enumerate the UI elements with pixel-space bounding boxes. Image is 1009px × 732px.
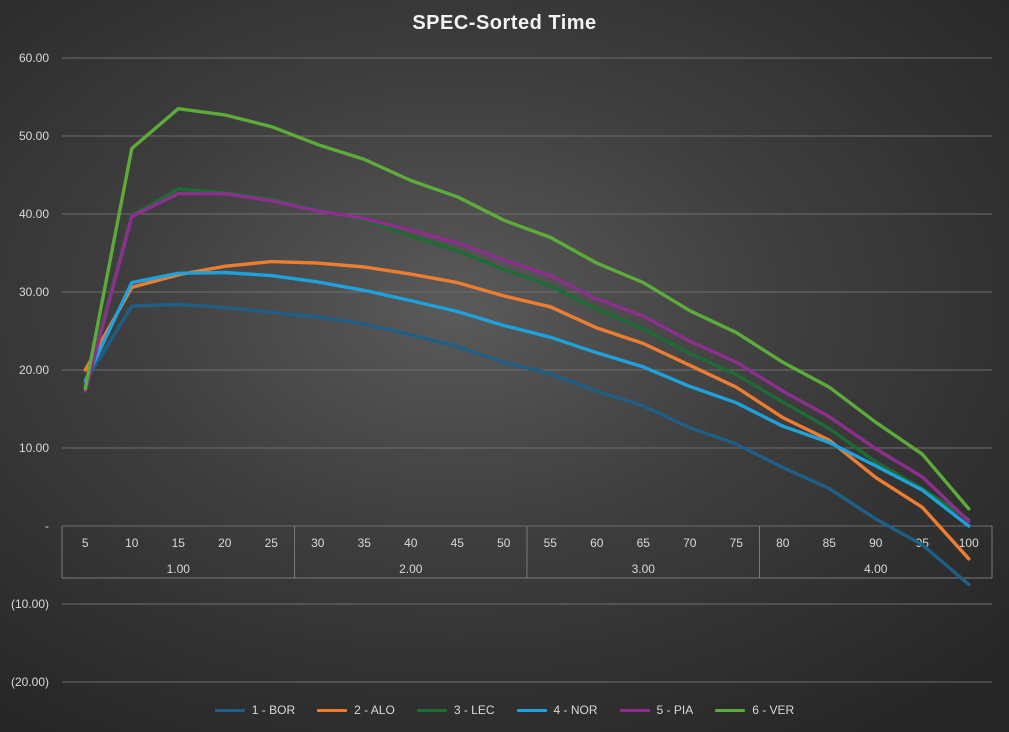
series-line [83, 187, 971, 522]
legend-swatch [516, 708, 547, 712]
legend-label: 2 - ALO [354, 703, 395, 717]
x-tick-label: 60 [590, 536, 604, 550]
legend-swatch [619, 708, 650, 712]
legend-label: 1 - BOR [251, 703, 296, 717]
series-line [83, 191, 971, 523]
x-tick-label: 5 [82, 536, 89, 550]
y-tick-label: 50.00 [19, 129, 49, 143]
x-tick-label: 55 [544, 536, 558, 550]
x-tick-label: 75 [730, 536, 744, 550]
series-line [83, 270, 971, 528]
legend-label: 3 - LEC [453, 703, 495, 717]
x-tick-label: 45 [451, 536, 465, 550]
x-group-label: 3.00 [632, 562, 656, 576]
series-line [83, 259, 971, 561]
x-group-label: 4.00 [864, 562, 888, 576]
x-tick-label: 80 [776, 536, 790, 550]
y-tick-label: 40.00 [19, 207, 49, 221]
x-tick-label: 65 [637, 536, 651, 550]
legend-item: 3 - LEC [416, 703, 495, 717]
legend-item: 6 - VER [715, 703, 794, 717]
y-tick-label: 10.00 [19, 441, 49, 455]
y-tick-label: 20.00 [19, 363, 49, 377]
legend-item: 1 - BOR [214, 703, 296, 717]
series-line [83, 302, 971, 587]
legend-item: 4 - NOR [516, 703, 598, 717]
legend-label: 4 - NOR [553, 703, 598, 717]
legend-item: 2 - ALO [317, 703, 395, 717]
x-tick-label: 50 [497, 536, 511, 550]
x-group-label: 1.00 [167, 562, 191, 576]
legend-label: 5 - PIA [656, 703, 694, 717]
y-tick-label: (10.00) [11, 597, 49, 611]
x-tick-label: 100 [959, 536, 979, 550]
chart-title: SPEC-Sorted Time [412, 12, 597, 34]
legend-swatch [214, 708, 245, 712]
series-line [83, 106, 971, 511]
legend-item: 5 - PIA [619, 703, 694, 717]
y-tick-label: 60.00 [19, 51, 49, 65]
legend-label: 6 - VER [752, 703, 795, 717]
y-tick-label: (20.00) [11, 675, 49, 689]
y-tick-label: 30.00 [19, 285, 49, 299]
legend-swatch [416, 708, 447, 712]
x-tick-label: 85 [823, 536, 837, 550]
chart-legend: 1 - BOR 2 - ALO 3 - LEC 4 - NOR 5 - PIA 6 - V… [0, 703, 1009, 717]
x-tick-label: 20 [218, 536, 232, 550]
x-group-label: 2.00 [399, 562, 423, 576]
legend-swatch [317, 708, 348, 712]
x-tick-label: 25 [265, 536, 279, 550]
x-tick-label: 40 [404, 536, 418, 550]
x-tick-label: 30 [311, 536, 325, 550]
x-tick-label: 90 [869, 536, 883, 550]
legend-swatch [715, 708, 746, 712]
x-tick-label: 35 [358, 536, 372, 550]
y-tick-label: - [45, 519, 49, 533]
x-tick-label: 15 [172, 536, 186, 550]
x-tick-label: 70 [683, 536, 697, 550]
x-tick-label: 10 [125, 536, 139, 550]
